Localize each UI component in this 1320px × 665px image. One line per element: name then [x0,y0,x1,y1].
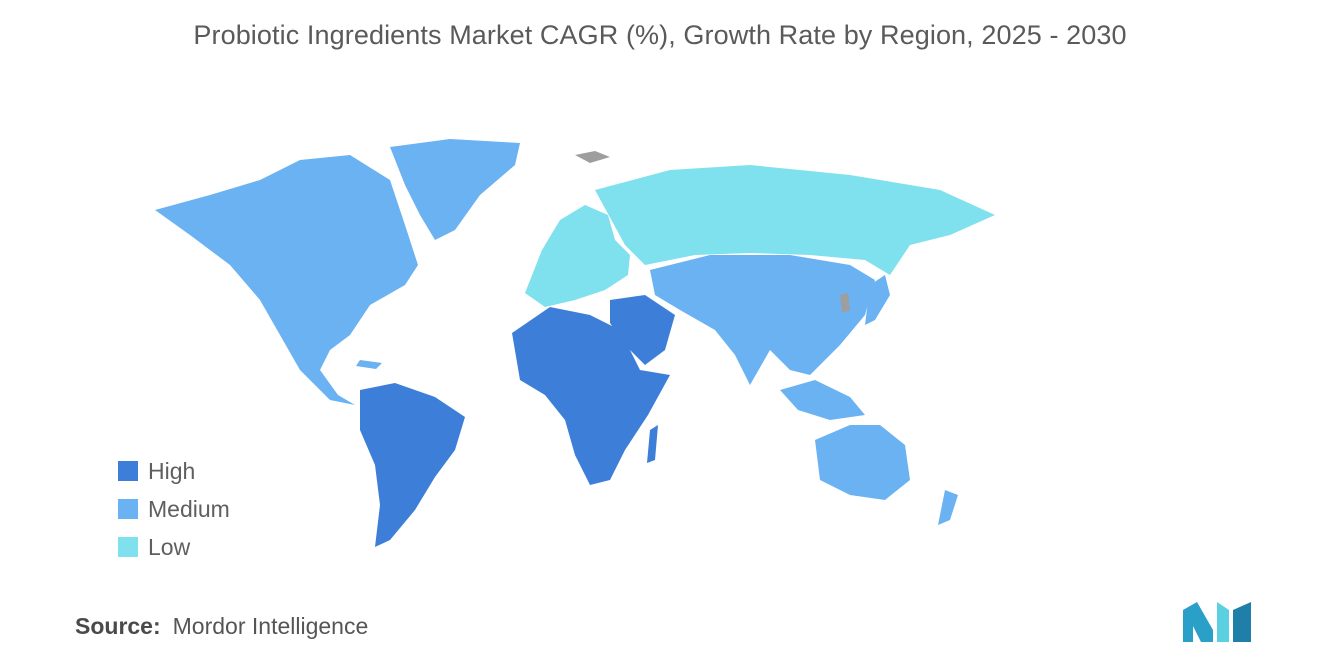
source-label: Source: [75,613,161,639]
region-japan [865,275,890,325]
region-north-america [155,155,418,405]
legend-item-medium: Medium [118,490,230,528]
legend-item-low: Low [118,528,230,566]
world-map [155,139,995,547]
legend-swatch-low [118,537,138,557]
region-caribbean [356,360,382,369]
region-new-zealand [938,490,958,525]
legend-item-high: High [118,452,230,490]
region-greenland [390,139,520,240]
region-africa [512,307,670,485]
legend-label: Medium [148,495,230,522]
source-line: Source: Mordor Intelligence [75,613,368,640]
region-russia [595,165,995,275]
region-asia [650,255,875,385]
mordor-intelligence-logo-icon [1183,602,1251,642]
legend: High Medium Low [118,452,230,566]
region-middle-east [610,295,675,365]
legend-label: Low [148,533,191,560]
region-svalbard [575,151,610,163]
region-europe [525,205,630,307]
legend-swatch-high [118,461,138,481]
region-southeast-asia [780,380,865,420]
legend-label: High [148,457,196,484]
region-south-america [360,383,465,547]
region-australia [815,425,910,500]
source-text: Mordor Intelligence [172,613,369,639]
chart-title: Probiotic Ingredients Market CAGR (%), G… [193,20,1127,50]
legend-swatch-medium [118,499,138,519]
region-korea [840,293,850,313]
region-madagascar [647,425,658,463]
